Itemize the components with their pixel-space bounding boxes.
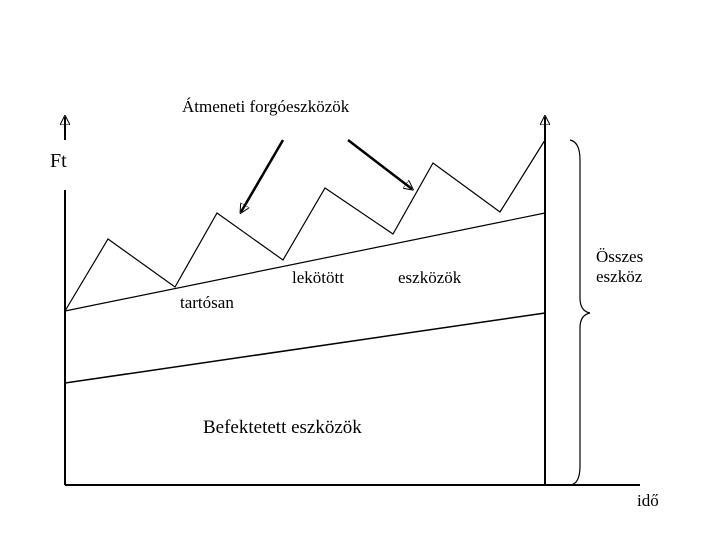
label-word: eszközök (398, 268, 462, 287)
arrow-right (347, 139, 412, 189)
x-axis-label: idő (637, 491, 659, 510)
label-word: tartósan (180, 293, 234, 312)
brace (569, 139, 591, 486)
middle-line (64, 212, 546, 312)
brace-label: eszköz (596, 267, 643, 286)
label-word: lekötött (292, 268, 344, 287)
arrow-left (241, 139, 285, 212)
lower-line (64, 312, 546, 384)
bottom-label: Befektetett eszközök (203, 417, 362, 438)
brace-label: Összes (596, 247, 643, 266)
title: Átmeneti forgóeszközök (182, 97, 350, 116)
zigzag (64, 139, 546, 312)
y-axis-label: Ft (50, 150, 67, 172)
